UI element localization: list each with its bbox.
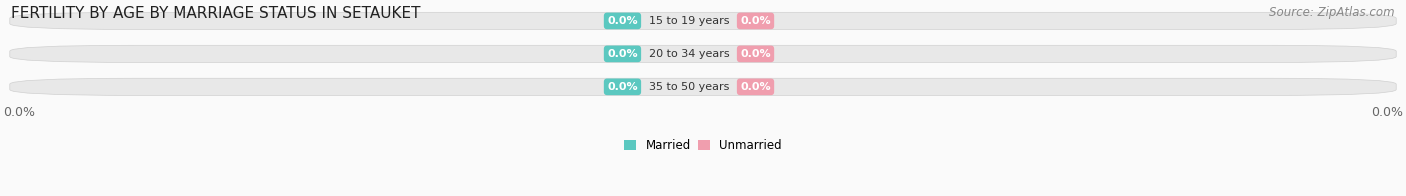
Text: 0.0%: 0.0%	[740, 16, 770, 26]
Text: 0.0%: 0.0%	[607, 82, 638, 92]
Text: 0.0%: 0.0%	[740, 49, 770, 59]
Text: 0.0%: 0.0%	[1371, 106, 1403, 119]
Text: 0.0%: 0.0%	[3, 106, 35, 119]
Text: 0.0%: 0.0%	[607, 49, 638, 59]
Text: 15 to 19 years: 15 to 19 years	[648, 16, 730, 26]
Text: Source: ZipAtlas.com: Source: ZipAtlas.com	[1270, 6, 1395, 19]
Text: 20 to 34 years: 20 to 34 years	[648, 49, 730, 59]
Text: 0.0%: 0.0%	[740, 82, 770, 92]
FancyBboxPatch shape	[10, 12, 1396, 29]
Text: FERTILITY BY AGE BY MARRIAGE STATUS IN SETAUKET: FERTILITY BY AGE BY MARRIAGE STATUS IN S…	[11, 6, 420, 21]
Text: 35 to 50 years: 35 to 50 years	[648, 82, 730, 92]
FancyBboxPatch shape	[10, 78, 1396, 95]
Legend: Married, Unmarried: Married, Unmarried	[624, 139, 782, 152]
FancyBboxPatch shape	[10, 45, 1396, 63]
Text: 0.0%: 0.0%	[607, 16, 638, 26]
